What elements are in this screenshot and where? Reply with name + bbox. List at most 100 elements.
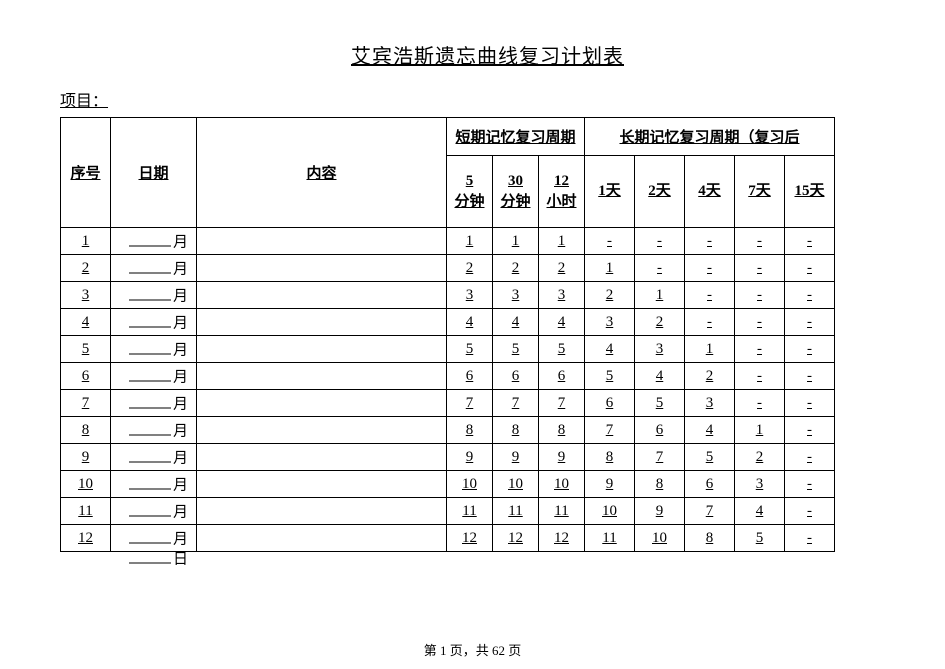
cell-date: 月 xyxy=(111,390,197,417)
cell-short: 10 xyxy=(447,471,493,498)
cell-long: - xyxy=(735,336,785,363)
cell-short: 9 xyxy=(493,444,539,471)
cell-content xyxy=(197,228,447,255)
cell-short: 12 xyxy=(539,525,585,552)
cell-short: 10 xyxy=(539,471,585,498)
table-row: 7月777653-- xyxy=(61,390,835,417)
cell-short: 5 xyxy=(539,336,585,363)
project-label: 项目： xyxy=(60,87,915,111)
cell-short: 10 xyxy=(493,471,539,498)
cell-long: 5 xyxy=(735,525,785,552)
cell-long: 1 xyxy=(635,282,685,309)
cell-long: 6 xyxy=(685,471,735,498)
cell-short: 9 xyxy=(447,444,493,471)
cell-long: - xyxy=(785,336,835,363)
cell-long: - xyxy=(785,498,835,525)
cell-long: - xyxy=(685,255,735,282)
cell-short: 1 xyxy=(539,228,585,255)
cell-content xyxy=(197,363,447,390)
cell-long: 7 xyxy=(585,417,635,444)
table-row: 9月9998752- xyxy=(61,444,835,471)
cell-date: 月 xyxy=(111,309,197,336)
col-long-2: 4天 xyxy=(685,156,735,228)
table-row: 1月111----- xyxy=(61,228,835,255)
cell-date: 月 xyxy=(111,417,197,444)
cell-long: - xyxy=(785,471,835,498)
cell-long: 8 xyxy=(635,471,685,498)
cell-long: - xyxy=(735,363,785,390)
cell-long: 8 xyxy=(685,525,735,552)
cell-date: 月 xyxy=(111,228,197,255)
table-row: 12月日121212111085- xyxy=(61,525,835,552)
table-row: 3月33321--- xyxy=(61,282,835,309)
cell-long: 6 xyxy=(635,417,685,444)
cell-long: - xyxy=(785,255,835,282)
cell-short: 8 xyxy=(447,417,493,444)
cell-short: 2 xyxy=(447,255,493,282)
cell-content xyxy=(197,255,447,282)
cell-long: - xyxy=(785,309,835,336)
cell-seq: 6 xyxy=(61,363,111,390)
cell-long: - xyxy=(635,228,685,255)
cell-content xyxy=(197,498,447,525)
cell-long: 1 xyxy=(735,417,785,444)
cell-long: 10 xyxy=(585,498,635,525)
cell-long: 4 xyxy=(635,363,685,390)
cell-long: - xyxy=(785,444,835,471)
cell-seq: 11 xyxy=(61,498,111,525)
col-group-short: 短期记忆复习周期 xyxy=(447,118,585,156)
cell-short: 3 xyxy=(493,282,539,309)
cell-seq: 10 xyxy=(61,471,111,498)
cell-long: - xyxy=(735,255,785,282)
col-content: 内容 xyxy=(197,118,447,228)
cell-long: 9 xyxy=(585,471,635,498)
col-short-0: 5分钟 xyxy=(447,156,493,228)
cell-long: - xyxy=(735,390,785,417)
cell-short: 11 xyxy=(539,498,585,525)
col-group-long: 长期记忆复习周期（复习后 xyxy=(585,118,835,156)
cell-long: - xyxy=(735,282,785,309)
cell-short: 7 xyxy=(539,390,585,417)
cell-long: 3 xyxy=(735,471,785,498)
col-short-2: 12小时 xyxy=(539,156,585,228)
cell-seq: 12 xyxy=(61,525,111,552)
cell-long: 4 xyxy=(585,336,635,363)
cell-short: 2 xyxy=(493,255,539,282)
col-long-4: 15天 xyxy=(785,156,835,228)
table-body: 1月111-----2月2221----3月33321---4月44432---… xyxy=(61,228,835,552)
cell-short: 7 xyxy=(493,390,539,417)
cell-seq: 8 xyxy=(61,417,111,444)
cell-long: 5 xyxy=(635,390,685,417)
table-row: 2月2221---- xyxy=(61,255,835,282)
col-long-3: 7天 xyxy=(735,156,785,228)
cell-date: 月 xyxy=(111,498,197,525)
cell-short: 5 xyxy=(447,336,493,363)
cell-content xyxy=(197,525,447,552)
cell-short: 2 xyxy=(539,255,585,282)
cell-long: - xyxy=(685,282,735,309)
cell-content xyxy=(197,336,447,363)
cell-short: 6 xyxy=(539,363,585,390)
cell-content xyxy=(197,471,447,498)
cell-short: 5 xyxy=(493,336,539,363)
cell-short: 11 xyxy=(447,498,493,525)
cell-long: 6 xyxy=(585,390,635,417)
cell-long: - xyxy=(785,228,835,255)
cell-short: 3 xyxy=(539,282,585,309)
cell-date: 月 xyxy=(111,282,197,309)
cell-long: - xyxy=(785,525,835,552)
cell-short: 3 xyxy=(447,282,493,309)
cell-long: - xyxy=(685,228,735,255)
cell-short: 1 xyxy=(493,228,539,255)
cell-short: 11 xyxy=(493,498,539,525)
page-title: 艾宾浩斯遗忘曲线复习计划表 xyxy=(60,40,915,69)
cell-long: 7 xyxy=(635,444,685,471)
cell-long: 1 xyxy=(585,255,635,282)
cell-short: 8 xyxy=(539,417,585,444)
cell-seq: 5 xyxy=(61,336,111,363)
cell-long: - xyxy=(635,255,685,282)
cell-long: 3 xyxy=(585,309,635,336)
table-row: 10月1010109863- xyxy=(61,471,835,498)
cell-long: - xyxy=(785,363,835,390)
cell-long: 7 xyxy=(685,498,735,525)
